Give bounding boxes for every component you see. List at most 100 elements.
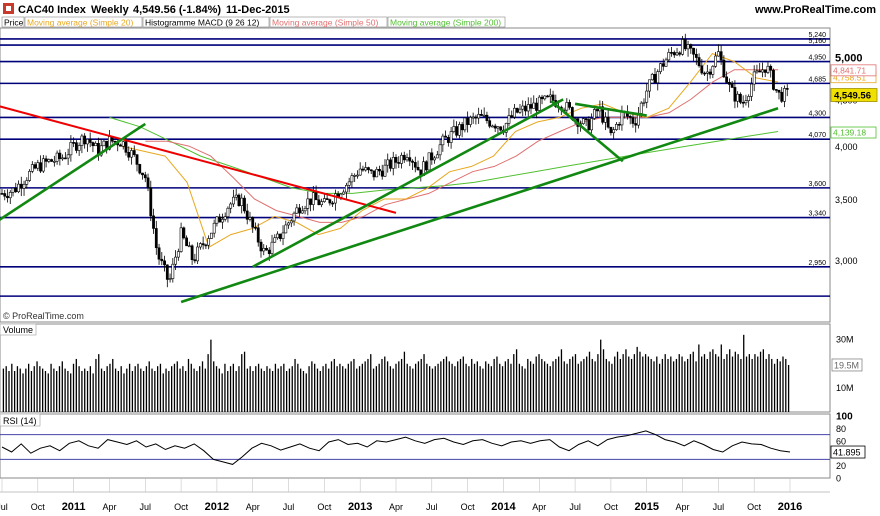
rsi-value-tag bbox=[830, 445, 866, 459]
candle-body bbox=[394, 157, 398, 163]
candle-body bbox=[270, 241, 274, 254]
candle-body bbox=[3, 193, 7, 197]
candle-body bbox=[774, 89, 778, 91]
candle-body bbox=[33, 164, 37, 169]
level-label: 3,340 bbox=[808, 211, 826, 218]
level-label: 4,950 bbox=[808, 55, 826, 62]
candle-body bbox=[780, 91, 784, 102]
candle-body bbox=[524, 105, 527, 112]
x-tick-label: Apr bbox=[532, 502, 546, 512]
candle-body bbox=[568, 102, 571, 108]
trendline-green bbox=[574, 102, 647, 117]
x-tick-label: Oct bbox=[317, 502, 332, 512]
candle-body bbox=[102, 140, 106, 147]
candle-body bbox=[675, 52, 679, 56]
candle-body bbox=[61, 157, 65, 160]
ma20-path bbox=[121, 53, 779, 248]
candle-body bbox=[499, 126, 503, 131]
candle-body bbox=[777, 89, 781, 93]
rsi-tick-label: 80 bbox=[836, 424, 846, 434]
candle-body bbox=[350, 175, 354, 183]
candle-body bbox=[480, 113, 483, 116]
timeframe-label: Weekly bbox=[91, 4, 130, 16]
candle-body bbox=[30, 164, 34, 172]
candle-body bbox=[309, 198, 312, 205]
candle-body bbox=[391, 157, 395, 169]
candle-body bbox=[0, 193, 4, 195]
candle-body bbox=[744, 100, 748, 104]
x-tick-label: 2015 bbox=[634, 501, 658, 513]
price-tick-label: 4,000 bbox=[835, 142, 858, 152]
price-tick-label: 3,000 bbox=[835, 256, 858, 266]
candle-body bbox=[91, 142, 95, 147]
candle-body bbox=[488, 120, 492, 127]
candle-body bbox=[463, 117, 467, 131]
candle-body bbox=[119, 144, 122, 147]
candle-body bbox=[212, 222, 216, 234]
candle-body bbox=[609, 126, 613, 134]
candle-body bbox=[251, 217, 255, 228]
candle-body bbox=[424, 161, 428, 171]
candle-body bbox=[411, 160, 414, 163]
candle-body bbox=[708, 71, 712, 75]
candle-body bbox=[595, 109, 599, 112]
candle-body bbox=[678, 52, 682, 55]
candle-body bbox=[383, 164, 387, 177]
legend-item[interactable]: Moving average (Simple 50) bbox=[272, 18, 378, 28]
candle-body bbox=[681, 39, 684, 55]
volume-panel: Volume bbox=[0, 323, 831, 413]
candle-body bbox=[755, 70, 759, 73]
candle-body bbox=[474, 116, 478, 119]
candle-body bbox=[207, 238, 211, 246]
candle-body bbox=[44, 158, 48, 162]
trendline-green bbox=[252, 98, 564, 268]
x-tick-label: Jul bbox=[713, 502, 725, 512]
x-tick-label: Apr bbox=[676, 502, 690, 512]
candle-body bbox=[232, 196, 235, 205]
candle-body bbox=[716, 51, 720, 57]
candle-body bbox=[254, 226, 257, 229]
candle-body bbox=[196, 246, 200, 262]
candle-body bbox=[11, 187, 15, 193]
volume-axis: 30M 10M 19.5M bbox=[831, 324, 880, 412]
legend-box bbox=[1, 16, 25, 28]
candle-body bbox=[127, 152, 131, 158]
legend-box bbox=[24, 16, 143, 28]
candle-body bbox=[152, 215, 155, 229]
candle-body bbox=[603, 116, 607, 123]
candle-body bbox=[267, 249, 271, 254]
candle-body bbox=[86, 139, 89, 145]
rsi-tick-label: 60 bbox=[836, 436, 846, 446]
candle-body bbox=[648, 79, 651, 92]
candle-body bbox=[692, 47, 695, 55]
candle-body bbox=[345, 184, 348, 193]
trendline-green bbox=[550, 100, 624, 163]
candle-body bbox=[135, 154, 139, 165]
candle-body bbox=[513, 107, 516, 118]
candle-body bbox=[750, 83, 753, 97]
ma-value-text: 4,758.51 bbox=[833, 72, 866, 82]
candle-body bbox=[52, 160, 56, 163]
site-link[interactable]: www.ProRealTime.com bbox=[754, 4, 876, 16]
candle-body bbox=[240, 197, 244, 207]
legend-item[interactable]: Moving average (Simple 20) bbox=[27, 18, 133, 28]
level-label: 3,600 bbox=[808, 181, 826, 188]
candle-body bbox=[650, 73, 654, 81]
x-tick-label: Oct bbox=[747, 502, 762, 512]
candle-body bbox=[157, 247, 161, 260]
legend-item[interactable]: Histogramme MACD (9 26 12) bbox=[145, 18, 259, 28]
legend-item[interactable]: Moving average (Simple 200) bbox=[390, 18, 501, 28]
volume-value-text: 19.5M bbox=[834, 360, 859, 370]
legend-item[interactable]: Price bbox=[4, 18, 24, 28]
last-price-text: 4,549.56 bbox=[834, 91, 871, 102]
trendlines bbox=[0, 98, 779, 304]
candle-body bbox=[449, 131, 453, 143]
candle-body bbox=[601, 106, 605, 123]
candle-body bbox=[493, 125, 497, 129]
price-axis: 5,0004,5004,0003,5003,0004,758.514,841.7… bbox=[830, 28, 880, 322]
candle-body bbox=[446, 137, 450, 143]
candle-body bbox=[689, 44, 693, 49]
candle-body bbox=[438, 144, 442, 156]
candle-body bbox=[41, 158, 45, 172]
x-tick-label: Oct bbox=[31, 502, 46, 512]
